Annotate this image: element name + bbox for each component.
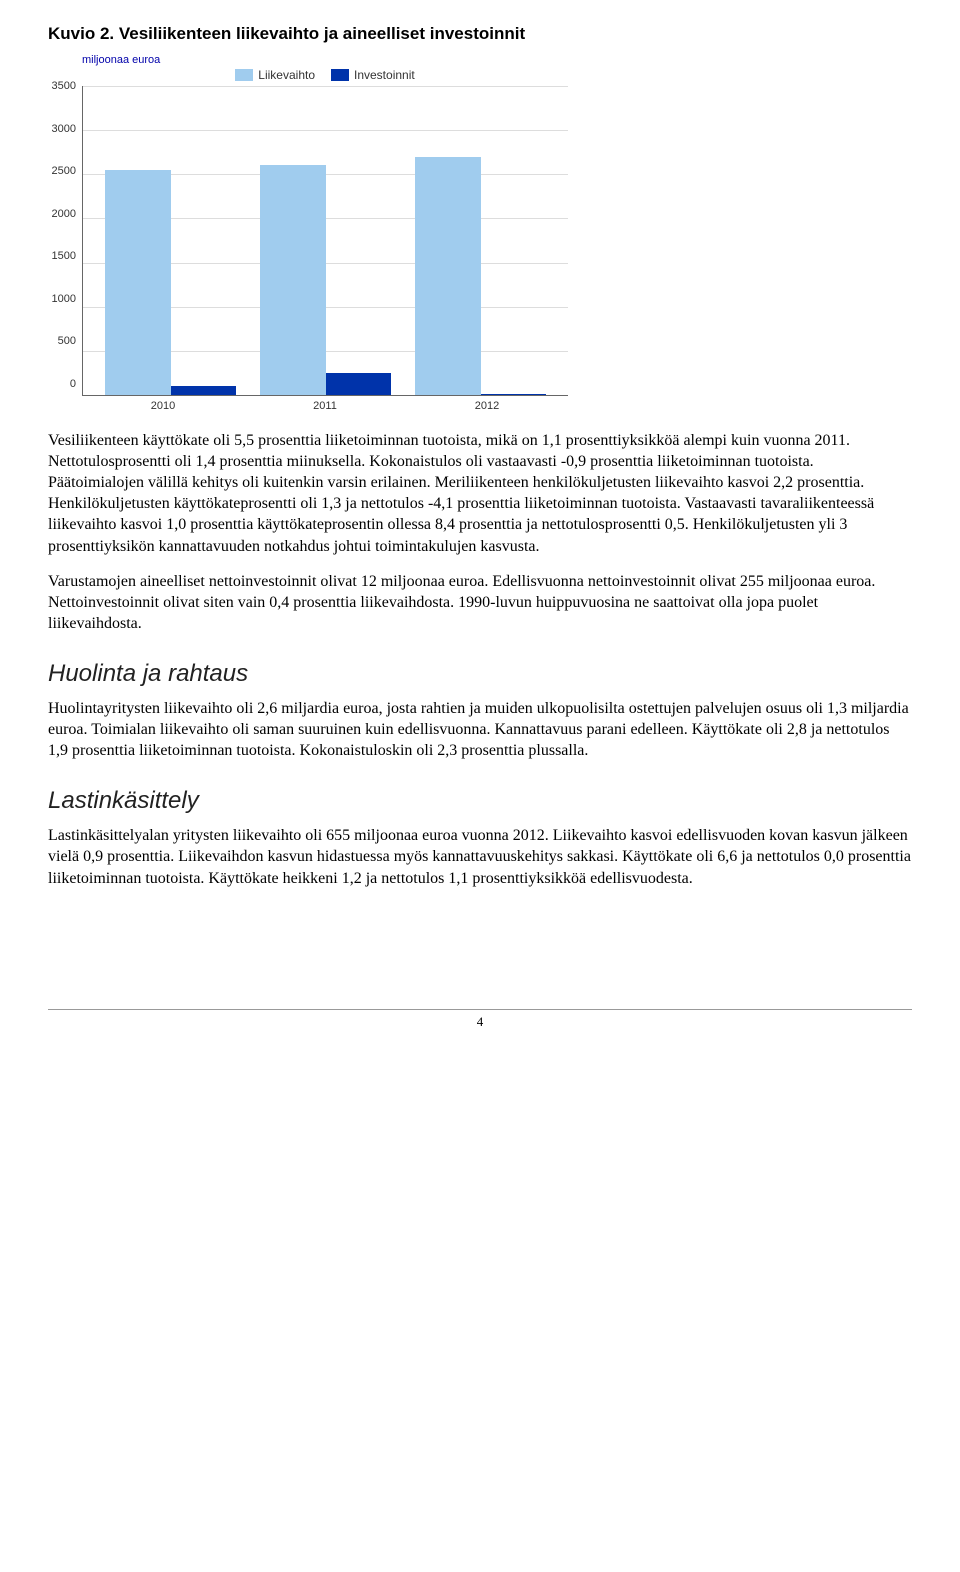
y-tick-label: 3500	[52, 80, 76, 92]
x-tick-label: 2012	[419, 400, 555, 412]
body-paragraph: Lastinkäsittelyalan yritysten liikevaiht…	[48, 825, 912, 888]
bar-group	[105, 86, 235, 395]
legend-item-liikevaihto: Liikevaihto	[235, 68, 315, 82]
bar-liikevaihto	[260, 165, 325, 395]
bar-group	[415, 86, 545, 395]
figure-title: Kuvio 2. Vesiliikenteen liikevaihto ja a…	[48, 24, 912, 44]
section-heading-lastinkasittely: Lastinkäsittely	[48, 787, 912, 815]
y-tick-label: 1000	[52, 293, 76, 305]
x-axis: 2010 2011 2012	[82, 396, 568, 412]
y-tick-label: 3000	[52, 123, 76, 135]
y-tick-label: 2000	[52, 208, 76, 220]
chart-container: miljoonaa euroa Liikevaihto Investoinnit…	[48, 54, 568, 412]
legend-swatch-1	[235, 69, 253, 81]
legend-item-investoinnit: Investoinnit	[331, 68, 415, 82]
y-axis-title: miljoonaa euroa	[82, 54, 568, 66]
bar-investoinnit	[326, 373, 391, 396]
page-footer: 4	[48, 1009, 912, 1030]
body-paragraph: Varustamojen aineelliset nettoinvestoinn…	[48, 571, 912, 634]
x-tick-label: 2010	[95, 400, 231, 412]
chart-area: 3500300025002000150010005000	[48, 86, 568, 396]
legend-label: Investoinnit	[354, 68, 415, 82]
legend-label: Liikevaihto	[258, 68, 315, 82]
bar-investoinnit	[171, 386, 236, 395]
chart-plot	[82, 86, 568, 396]
y-tick-label: 0	[70, 378, 76, 390]
bar-liikevaihto	[105, 170, 170, 395]
page-number: 4	[477, 1014, 484, 1029]
y-tick-label: 500	[58, 335, 76, 347]
bar-group	[260, 86, 390, 395]
body-paragraph: Huolintayritysten liikevaihto oli 2,6 mi…	[48, 698, 912, 761]
section-heading-huolinta: Huolinta ja rahtaus	[48, 660, 912, 688]
chart-legend: Liikevaihto Investoinnit	[82, 68, 568, 82]
y-tick-label: 1500	[52, 250, 76, 262]
bar-investoinnit	[481, 394, 546, 395]
y-tick-label: 2500	[52, 165, 76, 177]
bar-liikevaihto	[415, 157, 480, 395]
x-tick-label: 2011	[257, 400, 393, 412]
y-axis: 3500300025002000150010005000	[48, 86, 82, 396]
body-paragraph: Vesiliikenteen käyttökate oli 5,5 prosen…	[48, 430, 912, 557]
legend-swatch-2	[331, 69, 349, 81]
